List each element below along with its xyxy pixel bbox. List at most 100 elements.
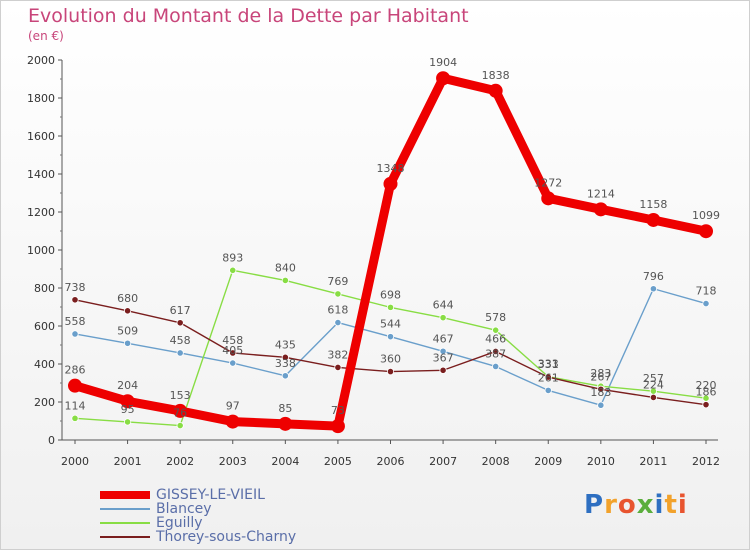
- data-point: [699, 224, 713, 239]
- y-tick-label: 2000: [27, 54, 55, 67]
- legend-swatch: [100, 491, 150, 499]
- data-point: [71, 414, 79, 422]
- legend: GISSEY-LE-VIEIL Blancey Eguilly Thorey-sous…: [100, 488, 296, 544]
- data-point: [123, 339, 132, 347]
- data-point: [281, 276, 289, 284]
- y-tick-label: 1600: [27, 130, 55, 143]
- data-label: 893: [222, 251, 243, 264]
- data-point: [120, 394, 135, 409]
- data-label: 698: [380, 288, 401, 301]
- data-point: [334, 318, 342, 327]
- data-point: [71, 296, 79, 304]
- legend-label: GISSEY-LE-VIEIL: [156, 487, 265, 503]
- x-tick-label: 2008: [482, 455, 510, 468]
- y-tick-label: 1400: [27, 168, 55, 181]
- logo-letter: x: [636, 490, 655, 520]
- legend-item: Eguilly: [100, 516, 296, 530]
- data-label: 333: [538, 358, 559, 371]
- data-label: 331: [538, 358, 559, 371]
- data-label: 286: [65, 364, 86, 377]
- data-label: 458: [170, 334, 191, 347]
- data-label: 718: [696, 285, 717, 298]
- data-label: 796: [643, 270, 664, 283]
- data-label: 618: [327, 304, 348, 317]
- logo-letter: i: [677, 490, 688, 520]
- data-point: [597, 385, 605, 393]
- legend-swatch: [100, 508, 150, 510]
- data-label: 338: [275, 357, 296, 370]
- data-label: 367: [433, 351, 454, 364]
- data-label: 680: [117, 292, 138, 305]
- y-tick-label: 600: [34, 320, 55, 333]
- legend-item: Thorey-sous-Charny: [100, 530, 296, 544]
- data-point: [281, 372, 289, 380]
- data-point: [386, 367, 395, 376]
- data-point: [176, 349, 184, 357]
- data-point: [646, 212, 661, 227]
- data-label: 1158: [639, 198, 667, 211]
- data-point: [173, 403, 188, 418]
- data-point: [593, 202, 608, 217]
- data-label: 283: [590, 367, 611, 380]
- data-label: 435: [275, 338, 296, 351]
- data-point: [123, 307, 132, 315]
- data-point: [544, 386, 552, 395]
- data-point: [488, 83, 503, 98]
- data-point: [439, 366, 447, 374]
- logo-letter: r: [604, 490, 618, 520]
- data-label: 76: [173, 407, 187, 420]
- data-point: [330, 419, 345, 434]
- data-label: 220: [696, 379, 717, 392]
- data-point: [383, 176, 398, 191]
- data-label: 73: [331, 404, 345, 417]
- data-point: [702, 299, 710, 308]
- y-tick-label: 800: [34, 282, 55, 295]
- legend-label: Eguilly: [156, 515, 203, 531]
- x-tick-label: 2001: [114, 455, 142, 468]
- data-label: 1272: [534, 176, 562, 189]
- data-label: 458: [222, 334, 243, 347]
- data-point: [225, 414, 240, 429]
- data-point: [176, 421, 184, 430]
- data-point: [334, 363, 342, 372]
- legend-label: Blancey: [156, 501, 212, 517]
- x-tick-label: 2010: [587, 455, 615, 468]
- x-tick-label: 2006: [377, 455, 405, 468]
- data-label: 840: [275, 261, 296, 274]
- data-point: [229, 266, 237, 274]
- data-label: 1838: [482, 69, 510, 82]
- y-tick-label: 400: [34, 358, 55, 371]
- data-label: 466: [485, 332, 506, 345]
- data-label: 382: [327, 348, 348, 361]
- data-label: 544: [380, 318, 401, 331]
- data-point: [544, 373, 552, 381]
- x-tick-label: 2009: [534, 455, 562, 468]
- legend-item: Blancey: [100, 502, 296, 516]
- data-point: [229, 349, 237, 357]
- logo-letter: t: [664, 490, 678, 520]
- data-point: [702, 401, 710, 409]
- data-label: 360: [380, 353, 401, 366]
- logo-letter: i: [654, 490, 665, 520]
- data-point: [492, 347, 500, 356]
- data-label: 738: [65, 281, 86, 294]
- chart-title: Evolution du Montant de la Dette par Hab…: [28, 5, 469, 27]
- data-label: 1214: [587, 187, 615, 200]
- data-label: 1099: [692, 209, 720, 222]
- data-point: [229, 359, 237, 367]
- logo-letter: P: [584, 490, 605, 520]
- y-tick-label: 1800: [27, 92, 55, 105]
- legend-swatch: [100, 522, 150, 524]
- data-label: 387: [485, 347, 506, 360]
- data-point: [541, 191, 556, 206]
- legend-swatch: [100, 536, 150, 538]
- data-label: 95: [121, 403, 135, 416]
- x-tick-label: 2012: [692, 455, 720, 468]
- data-label: 186: [696, 386, 717, 399]
- data-point: [176, 319, 184, 327]
- x-tick-label: 2011: [639, 455, 667, 468]
- x-tick-label: 2000: [61, 455, 89, 468]
- legend-item: GISSEY-LE-VIEIL: [100, 488, 296, 502]
- data-label: 257: [643, 372, 664, 385]
